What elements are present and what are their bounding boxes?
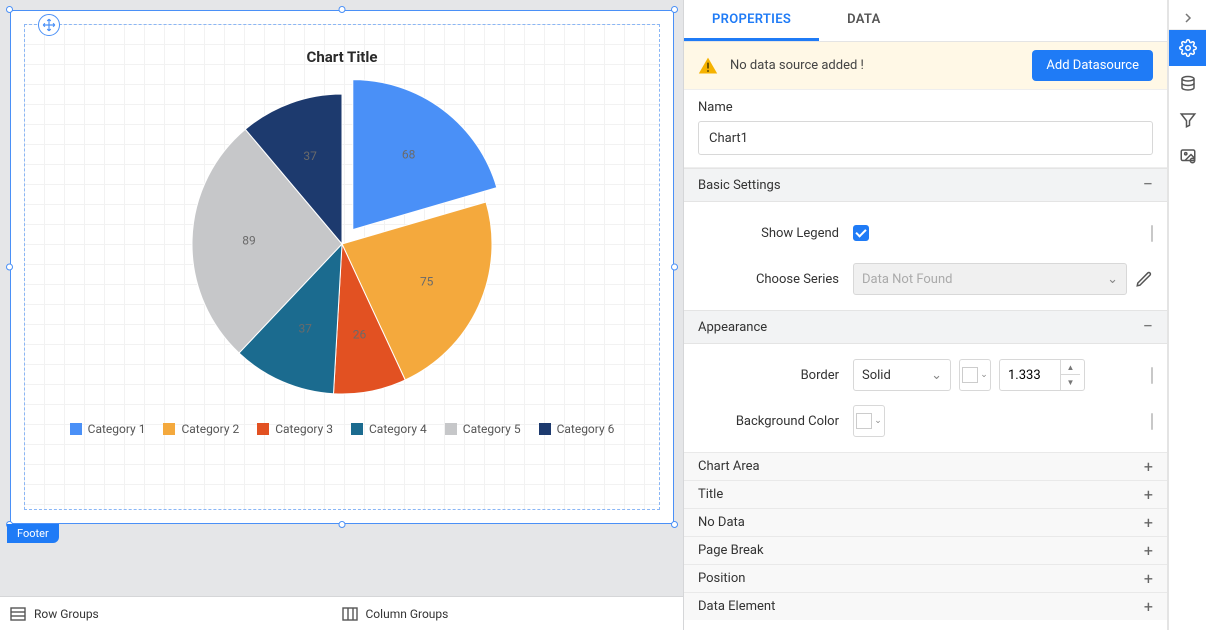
- slice-label-3: 37: [298, 322, 312, 336]
- legend-label: Category 4: [369, 422, 427, 436]
- show-legend-label: Show Legend: [698, 226, 853, 241]
- footer-section-tag[interactable]: Footer: [7, 524, 59, 543]
- chart-title[interactable]: Chart Title: [307, 48, 378, 66]
- expand-icon[interactable]: +: [1144, 513, 1153, 532]
- design-canvas: Chart Title 687526378937 Category 1Categ…: [0, 0, 684, 630]
- add-datasource-button[interactable]: Add Datasource: [1032, 50, 1153, 81]
- legend-item-3[interactable]: Category 4: [351, 422, 427, 436]
- legend-swatch: [163, 423, 175, 435]
- legend-item-1[interactable]: Category 2: [163, 422, 239, 436]
- resize-handle-bm[interactable]: [339, 521, 346, 528]
- collapse-icon[interactable]: −: [1143, 176, 1153, 194]
- section-chart-area[interactable]: Chart Area+: [684, 452, 1167, 480]
- resize-handle-tr[interactable]: [671, 6, 678, 13]
- column-groups-icon: [342, 607, 358, 621]
- resize-handle-mr[interactable]: [671, 264, 678, 271]
- section-no-data[interactable]: No Data+: [684, 508, 1167, 536]
- right-rail: [1168, 0, 1206, 630]
- properties-panel: PROPERTIES DATA No data source added ! A…: [684, 0, 1168, 630]
- background-color-picker[interactable]: ⌄: [853, 405, 885, 437]
- legend-label: Category 1: [88, 422, 146, 436]
- advanced-toggle[interactable]: [1151, 413, 1153, 430]
- legend-swatch: [539, 423, 551, 435]
- expand-icon[interactable]: +: [1144, 485, 1153, 504]
- resize-handle-tl[interactable]: [6, 6, 13, 13]
- border-width-input[interactable]: ▲▼: [999, 359, 1085, 391]
- pie-chart: 68 75 26 37 89 37: [172, 74, 512, 414]
- tab-data[interactable]: DATA: [819, 0, 908, 41]
- legend-label: Category 5: [463, 422, 521, 436]
- legend-swatch: [257, 423, 269, 435]
- section-basic-settings[interactable]: Basic Settings −: [684, 168, 1167, 202]
- legend-swatch: [70, 423, 82, 435]
- section-title[interactable]: Title+: [684, 480, 1167, 508]
- slice-label-0: 68: [402, 147, 416, 161]
- legend-item-5[interactable]: Category 6: [539, 422, 615, 436]
- datasource-alert: No data source added ! Add Datasource: [684, 42, 1167, 90]
- chevron-down-icon: ⌄: [1107, 272, 1118, 287]
- name-input[interactable]: [698, 121, 1153, 155]
- section-position[interactable]: Position+: [684, 564, 1167, 592]
- filter-rail-button[interactable]: [1169, 102, 1206, 138]
- column-groups-label[interactable]: Column Groups: [366, 607, 449, 621]
- row-groups-icon: [10, 607, 26, 621]
- border-label: Border: [698, 368, 853, 383]
- legend-swatch: [445, 423, 457, 435]
- data-rail-button[interactable]: [1169, 66, 1206, 102]
- legend-swatch: [351, 423, 363, 435]
- advanced-toggle[interactable]: [1151, 367, 1153, 384]
- choose-series-label: Choose Series: [698, 272, 853, 287]
- slice-label-1: 75: [420, 275, 434, 289]
- border-style-select[interactable]: Solid ⌄: [853, 359, 951, 391]
- choose-series-select[interactable]: Data Not Found ⌄: [853, 263, 1127, 295]
- groups-bar: Row Groups Column Groups: [0, 596, 683, 630]
- spinner-down[interactable]: ▼: [1061, 375, 1080, 390]
- advanced-toggle[interactable]: [1151, 225, 1153, 242]
- properties-rail-button[interactable]: [1169, 30, 1206, 66]
- expand-icon[interactable]: +: [1144, 541, 1153, 560]
- legend-item-0[interactable]: Category 1: [70, 422, 146, 436]
- expand-icon[interactable]: +: [1144, 457, 1153, 476]
- legend-item-2[interactable]: Category 3: [257, 422, 333, 436]
- border-color-picker[interactable]: ⌄: [959, 359, 991, 391]
- tab-properties[interactable]: PROPERTIES: [684, 0, 819, 41]
- section-data-element[interactable]: Data Element+: [684, 592, 1167, 620]
- show-legend-checkbox[interactable]: [853, 225, 869, 241]
- slice-label-5: 37: [303, 149, 317, 163]
- expand-icon[interactable]: +: [1144, 569, 1153, 588]
- spinner-up[interactable]: ▲: [1061, 360, 1080, 375]
- background-color-label: Background Color: [698, 414, 853, 429]
- section-appearance[interactable]: Appearance −: [684, 310, 1167, 344]
- image-rail-button[interactable]: [1169, 138, 1206, 174]
- chart-object[interactable]: Chart Title 687526378937 Category 1Categ…: [10, 10, 674, 524]
- alert-text: No data source added !: [730, 58, 1020, 73]
- legend-item-4[interactable]: Category 5: [445, 422, 521, 436]
- legend-label: Category 2: [181, 422, 239, 436]
- slice-label-4: 89: [242, 234, 256, 248]
- resize-handle-tm[interactable]: [339, 6, 346, 13]
- section-page-break[interactable]: Page Break+: [684, 536, 1167, 564]
- chart-legend: Category 1 Category 2 Category 3 Category 4…: [70, 422, 615, 436]
- name-label: Name: [698, 100, 1153, 115]
- resize-handle-br[interactable]: [671, 521, 678, 528]
- collapse-panel-icon[interactable]: [1169, 6, 1206, 30]
- edit-series-icon[interactable]: [1135, 270, 1153, 288]
- collapse-icon[interactable]: −: [1143, 318, 1153, 336]
- warning-icon: [698, 56, 718, 76]
- legend-label: Category 3: [275, 422, 333, 436]
- chevron-down-icon: ⌄: [931, 368, 942, 383]
- resize-handle-ml[interactable]: [6, 264, 13, 271]
- row-groups-label[interactable]: Row Groups: [34, 607, 99, 621]
- legend-label: Category 6: [557, 422, 615, 436]
- expand-icon[interactable]: +: [1144, 597, 1153, 616]
- slice-label-2: 26: [353, 328, 367, 342]
